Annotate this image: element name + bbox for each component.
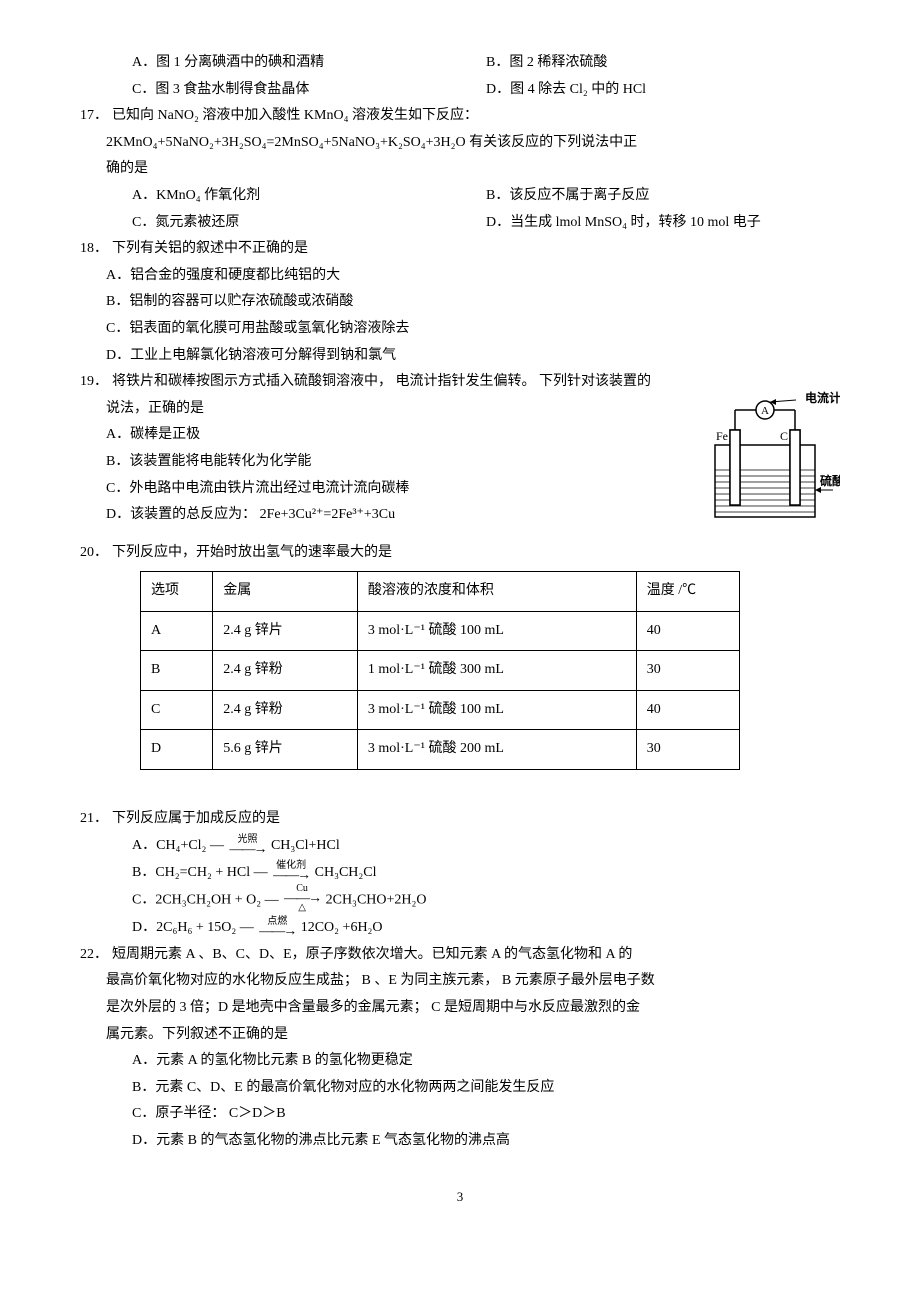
q17-optB: B．该反应不属于离子反应 [486,183,840,210]
cell-acid: 3 mol·L⁻¹ 硫酸 100 mL [357,690,636,730]
meter-icon-text: A [761,405,769,417]
q21-optD: D．2C₆H₆ + 15O₂ — 点燃 ——→ 12CO₂ +6H₂O [80,915,840,942]
q22-stem3: 是次外层的 3 倍；D 是地壳中含量最多的金属元素； C 是短周期中与水反应最激… [80,995,840,1022]
cell-acid: 1 mol·L⁻¹ 硫酸 300 mL [357,651,636,691]
q18-optD: D．工业上电解氯化钠溶液可分解得到钠和氯气 [80,343,840,370]
cell-temp: 30 [636,651,739,691]
q22-optB: B．元素 C、D、E 的最高价氧化物对应的水化物两两之间能发生反应 [80,1075,840,1102]
q17-num: 17． [80,103,112,130]
reaction-arrow-icon: 催化剂 ——→ [273,861,309,879]
cell-temp: 30 [636,730,739,770]
q18-stem-text: 下列有关铝的叙述中不正确的是 [112,236,308,263]
th-acid: 酸溶液的浓度和体积 [357,571,636,611]
cell-opt: A [141,611,213,651]
q21-optC-post: 2CH₃CHO+2H₂O [326,893,427,908]
label-solution: 硫酸铜 [820,473,840,488]
q22-optC: C．原子半径： C＞D＞B [80,1101,840,1128]
galvanic-cell-diagram: 电流计 A Fe C [690,390,840,541]
q19-block: 19． 将铁片和碳棒按图示方式插入硫酸铜溶液中， 电流计指针发生偏转。 下列针对… [80,369,840,540]
q21-optD-pre: D．2C₆H₆ + 15O₂ — [132,920,254,935]
q21-optA: A．CH₄+Cl₂ — 光照 ——→ CH₃Cl+HCl [80,833,840,860]
label-fe: Fe [716,429,728,443]
table-row: C 2.4 g 锌粉 3 mol·L⁻¹ 硫酸 100 mL 40 [141,690,740,730]
arrow-line: ——→ [229,846,265,853]
q20-num: 20． [80,540,112,567]
cell-acid: 3 mol·L⁻¹ 硫酸 200 mL [357,730,636,770]
arrow-line: ——→ [259,928,295,935]
q21-optC-pre: C．2CH₃CH₂OH + O₂ — [132,893,279,908]
reaction-arrow-icon: Cu ——→ △ [284,884,320,913]
q19-stem1: 将铁片和碳棒按图示方式插入硫酸铜溶液中， 电流计指针发生偏转。 下列针对该装置的 [112,369,651,396]
q22-stem-line1: 22． 短周期元素 A 、B、C、D、E，原子序数依次增大。已知元素 A 的气态… [80,942,840,969]
cell-temp: 40 [636,611,739,651]
cell-opt: C [141,690,213,730]
q21-optB: B．CH₂=CH₂ + HCl — 催化剂 ——→ CH₃CH₂Cl [80,860,840,887]
q20-stem: 20． 下列反应中，开始时放出氢气的速率最大的是 [80,540,840,567]
q20-table: 选项 金属 酸溶液的浓度和体积 温度 /℃ A 2.4 g 锌片 3 mol·L… [140,571,740,770]
arrow-cond-bot: △ [298,903,306,913]
q21-stem-text: 下列反应属于加成反应的是 [112,806,280,833]
q21-optB-post: CH₃CH₂Cl [315,865,377,880]
q16-optC: C．图 3 食盐水制得食盐晶体 [132,77,486,104]
q21-optD-post: 12CO₂ +6H₂O [301,920,383,935]
th-temp: 温度 /℃ [636,571,739,611]
q22-optA: A．元素 A 的氢化物比元素 B 的氢化物更稳定 [80,1048,840,1075]
q20-stem-text: 下列反应中，开始时放出氢气的速率最大的是 [112,540,392,567]
label-c: C [780,429,788,443]
table-row: A 2.4 g 锌片 3 mol·L⁻¹ 硫酸 100 mL 40 [141,611,740,651]
q16-row1: A．图 1 分离碘酒中的碘和酒精 B．图 2 稀释浓硫酸 [80,50,840,77]
q18-optC: C．铝表面的氧化膜可用盐酸或氢氧化钠溶液除去 [80,316,840,343]
q21-optC: C．2CH₃CH₂OH + O₂ — Cu ——→ △ 2CH₃CHO+2H₂O [80,886,840,915]
q18-num: 18． [80,236,112,263]
table-header-row: 选项 金属 酸溶液的浓度和体积 温度 /℃ [141,571,740,611]
cell-opt: D [141,730,213,770]
page-number: 3 [80,1185,840,1210]
q17-optA: A．KMnO₄ 作氧化剂 [132,183,486,210]
q16-optD: D．图 4 除去 Cl₂ 中的 HCl [486,77,840,104]
reaction-arrow-icon: 点燃 ——→ [259,917,295,935]
q22-stem4: 属元素。下列叙述不正确的是 [80,1022,840,1049]
q18-optB: B．铝制的容器可以贮存浓硫酸或浓硝酸 [80,289,840,316]
cell-acid: 3 mol·L⁻¹ 硫酸 100 mL [357,611,636,651]
cell-metal: 2.4 g 锌粉 [213,690,358,730]
q21-optA-pre: A．CH₄+Cl₂ — [132,838,224,853]
q21-optA-post: CH₃Cl+HCl [271,838,340,853]
cell-temp: 40 [636,690,739,730]
table-row: B 2.4 g 锌粉 1 mol·L⁻¹ 硫酸 300 mL 30 [141,651,740,691]
q17-stem1: 已知向 NaNO₂ 溶液中加入酸性 KMnO₄ 溶液发生如下反应： [112,103,478,130]
q22-stem1: 短周期元素 A 、B、C、D、E，原子序数依次增大。已知元素 A 的气态氢化物和… [112,942,632,969]
q16-row2: C．图 3 食盐水制得食盐晶体 D．图 4 除去 Cl₂ 中的 HCl [80,77,840,104]
q17-stem3: 确的是 [80,156,840,183]
q17-optD: D．当生成 lmol MnSO₄ 时，转移 10 mol 电子 [486,210,840,237]
th-metal: 金属 [213,571,358,611]
q17-row1: A．KMnO₄ 作氧化剂 B．该反应不属于离子反应 [80,183,840,210]
q21-num: 21． [80,806,112,833]
q19-num: 19． [80,369,112,396]
reaction-arrow-icon: 光照 ——→ [229,835,265,853]
q18-stem: 18． 下列有关铝的叙述中不正确的是 [80,236,840,263]
q17-stem-line1: 17． 已知向 NaNO₂ 溶液中加入酸性 KMnO₄ 溶液发生如下反应： [80,103,840,130]
cell-metal: 2.4 g 锌片 [213,611,358,651]
cell-metal: 5.6 g 锌片 [213,730,358,770]
table-row: D 5.6 g 锌片 3 mol·L⁻¹ 硫酸 200 mL 30 [141,730,740,770]
q16-optB: B．图 2 稀释浓硫酸 [486,50,840,77]
q16-optA: A．图 1 分离碘酒中的碘和酒精 [132,50,486,77]
q17-optC: C．氮元素被还原 [132,210,486,237]
q21-stem: 21． 下列反应属于加成反应的是 [80,806,840,833]
q22-optD: D．元素 B 的气态氢化物的沸点比元素 E 气态氢化物的沸点高 [80,1128,840,1155]
cell-metal: 2.4 g 锌粉 [213,651,358,691]
q22-num: 22． [80,942,112,969]
q17-stem2: 2KMnO₄+5NaNO₂+3H₂SO₄=2MnSO₄+5NaNO₃+K₂SO₄… [80,130,840,157]
arrow-line: ——→ [284,895,320,902]
cell-opt: B [141,651,213,691]
arrow-line: ——→ [273,872,309,879]
q17-row2: C．氮元素被还原 D．当生成 lmol MnSO₄ 时，转移 10 mol 电子 [80,210,840,237]
q22-stem2: 最高价氧化物对应的水化物反应生成盐； B 、E 为同主族元素， B 元素原子最外… [80,968,840,995]
label-meter-text: 电流计 [805,390,840,405]
th-option: 选项 [141,571,213,611]
q18-optA: A．铝合金的强度和硬度都比纯铝的大 [80,263,840,290]
q21-optB-pre: B．CH₂=CH₂ + HCl — [132,865,268,880]
